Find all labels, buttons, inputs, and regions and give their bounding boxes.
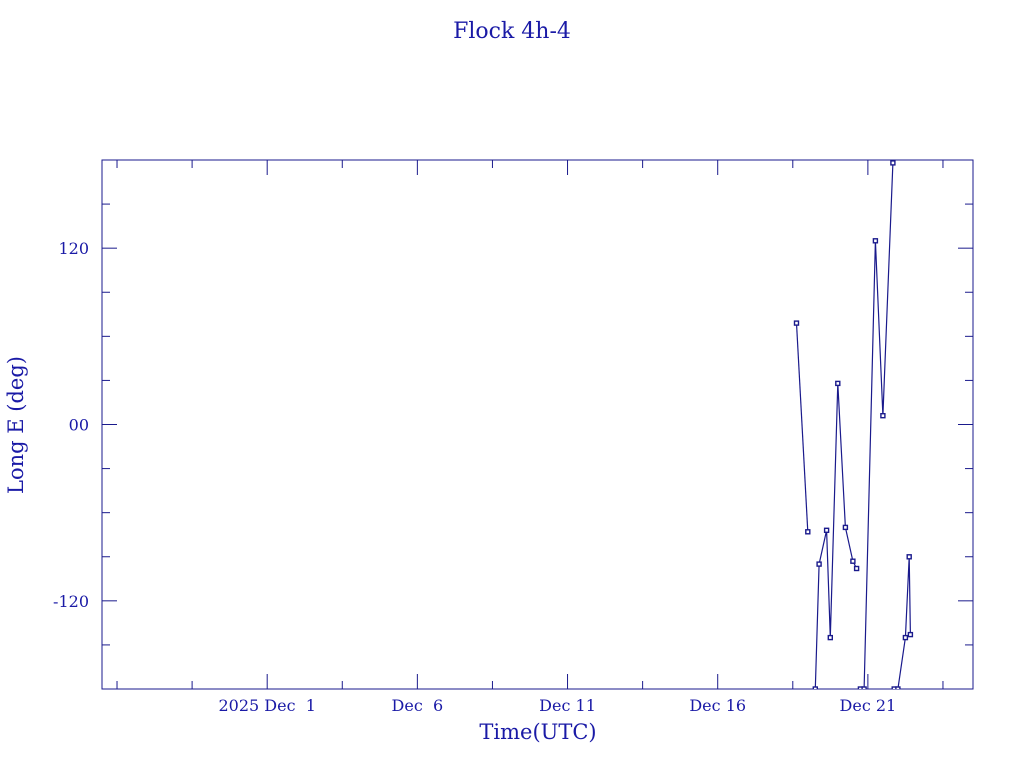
data-point bbox=[827, 634, 833, 641]
x-tick-label: Dec 21 bbox=[840, 696, 897, 715]
y-axis-tick-labels: -120 00 120 bbox=[53, 239, 89, 611]
data-point bbox=[805, 529, 811, 535]
x-tick-label: 2025 Dec 1 bbox=[218, 696, 315, 715]
data-point bbox=[812, 686, 818, 689]
x-tick-label: Dec 11 bbox=[539, 696, 596, 715]
x-axis-ticks bbox=[116, 160, 944, 689]
data-point bbox=[891, 686, 897, 689]
y-tick-label: -120 bbox=[53, 592, 89, 611]
data-point bbox=[906, 554, 912, 560]
data-point bbox=[907, 631, 914, 638]
y-axis-label: Long E (deg) bbox=[4, 356, 28, 494]
chart-title: Flock 4h-4 bbox=[453, 19, 571, 44]
x-axis-tick-labels: 2025 Dec 1 Dec 6 Dec 11 Dec 16 Dec 21 bbox=[218, 696, 896, 715]
data-point bbox=[850, 558, 856, 564]
series-line bbox=[795, 323, 809, 532]
y-tick-label: 00 bbox=[69, 416, 89, 435]
data-point bbox=[835, 380, 841, 387]
series-line bbox=[814, 383, 858, 689]
data-point bbox=[902, 634, 909, 641]
data-point bbox=[880, 413, 886, 419]
data-point bbox=[853, 565, 860, 572]
series-line bbox=[894, 556, 911, 689]
data-point bbox=[861, 686, 867, 689]
data-point bbox=[872, 238, 879, 244]
series-longitude bbox=[793, 160, 914, 689]
data-point bbox=[823, 527, 830, 533]
data-point bbox=[857, 686, 864, 689]
data-point bbox=[895, 686, 901, 689]
data-point bbox=[890, 160, 896, 166]
data-point bbox=[793, 320, 800, 326]
data-point bbox=[816, 561, 822, 567]
data-point bbox=[842, 524, 849, 531]
plot-frame bbox=[101, 159, 974, 690]
x-tick-label: Dec 16 bbox=[689, 696, 746, 715]
x-axis-label: Time(UTC) bbox=[479, 720, 596, 744]
y-axis-ticks bbox=[102, 159, 973, 690]
x-tick-label: Dec 6 bbox=[392, 696, 444, 715]
y-tick-label: 120 bbox=[58, 239, 89, 258]
